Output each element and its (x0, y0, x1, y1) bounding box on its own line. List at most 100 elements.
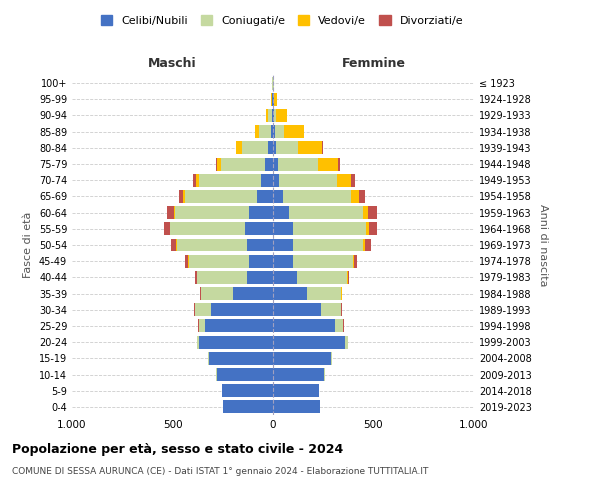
Bar (209, 352, 273, 365)
Bar (188, 254, 249, 268)
Legend: Celibi/Nubili, Coniugati/e, Vedovi/e, Divorziati/e: Celibi/Nubili, Coniugati/e, Vedovi/e, Di… (97, 10, 467, 30)
Bar (352, 174, 355, 186)
Bar (367, 222, 370, 235)
Bar (255, 125, 259, 138)
Bar (274, 109, 276, 122)
Bar (199, 336, 273, 348)
Bar (364, 206, 368, 219)
Bar (265, 158, 273, 170)
Bar (273, 206, 289, 219)
Bar (370, 222, 377, 235)
Bar (197, 271, 247, 284)
Bar (337, 174, 352, 186)
Bar (284, 125, 304, 138)
Bar (293, 222, 367, 235)
Bar (297, 271, 347, 284)
Bar (173, 206, 175, 219)
Bar (276, 109, 287, 122)
Bar (341, 287, 343, 300)
Bar (272, 109, 273, 122)
Bar (185, 254, 188, 268)
Bar (331, 352, 332, 365)
Bar (275, 125, 284, 138)
Bar (278, 158, 318, 170)
Y-axis label: Fasce di età: Fasce di età (23, 212, 33, 278)
Bar (273, 271, 297, 284)
Bar (293, 254, 353, 268)
Bar (335, 320, 343, 332)
Bar (273, 320, 335, 332)
Bar (273, 336, 346, 348)
Bar (368, 206, 377, 219)
Bar (273, 142, 276, 154)
Bar (259, 125, 271, 138)
Bar (268, 109, 272, 122)
Bar (179, 190, 183, 203)
Bar (274, 93, 277, 106)
Bar (197, 336, 199, 348)
Bar (273, 352, 331, 365)
Bar (273, 304, 321, 316)
Bar (273, 93, 274, 106)
Bar (245, 222, 273, 235)
Bar (353, 254, 354, 268)
Bar (354, 254, 357, 268)
Bar (208, 352, 209, 365)
Bar (249, 254, 273, 268)
Bar (348, 271, 349, 284)
Bar (194, 304, 211, 316)
Bar (273, 190, 283, 203)
Bar (359, 190, 365, 203)
Bar (223, 400, 273, 413)
Bar (289, 206, 364, 219)
Text: Femmine: Femmine (341, 57, 406, 70)
Bar (352, 190, 359, 203)
Bar (273, 109, 274, 122)
Y-axis label: Anni di nascita: Anni di nascita (538, 204, 548, 286)
Bar (247, 271, 273, 284)
Text: Popolazione per età, sesso e stato civile - 2024: Popolazione per età, sesso e stato civil… (12, 442, 343, 456)
Bar (194, 271, 197, 284)
Bar (276, 142, 298, 154)
Bar (273, 174, 279, 186)
Bar (199, 320, 205, 332)
Bar (217, 368, 273, 381)
Bar (193, 174, 196, 186)
Bar (273, 384, 319, 397)
Bar (273, 238, 293, 252)
Bar (242, 142, 268, 154)
Bar (273, 158, 278, 170)
Bar (175, 206, 249, 219)
Bar (271, 125, 273, 138)
Bar (199, 174, 261, 186)
Bar (298, 142, 322, 154)
Bar (273, 368, 324, 381)
Bar (307, 287, 341, 300)
Bar (261, 174, 273, 186)
Bar (365, 238, 371, 252)
Bar (346, 336, 349, 348)
Bar (338, 158, 340, 170)
Bar (205, 320, 273, 332)
Bar (257, 190, 273, 203)
Bar (266, 109, 268, 122)
Bar (283, 190, 352, 203)
Bar (171, 238, 176, 252)
Text: COMUNE DI SESSA AURUNCA (CE) - Dati ISTAT 1° gennaio 2024 - Elaborazione TUTTITA: COMUNE DI SESSA AURUNCA (CE) - Dati ISTA… (12, 468, 428, 476)
Bar (273, 222, 293, 235)
Bar (268, 142, 273, 154)
Bar (170, 222, 245, 235)
Bar (321, 304, 341, 316)
Bar (222, 384, 273, 397)
Bar (185, 190, 257, 203)
Bar (221, 158, 265, 170)
Bar (279, 174, 337, 186)
Bar (164, 222, 170, 235)
Bar (211, 304, 273, 316)
Bar (273, 400, 320, 413)
Bar (272, 93, 273, 106)
Bar (200, 287, 233, 300)
Bar (216, 158, 217, 170)
Text: Maschi: Maschi (148, 57, 197, 70)
Bar (176, 238, 247, 252)
